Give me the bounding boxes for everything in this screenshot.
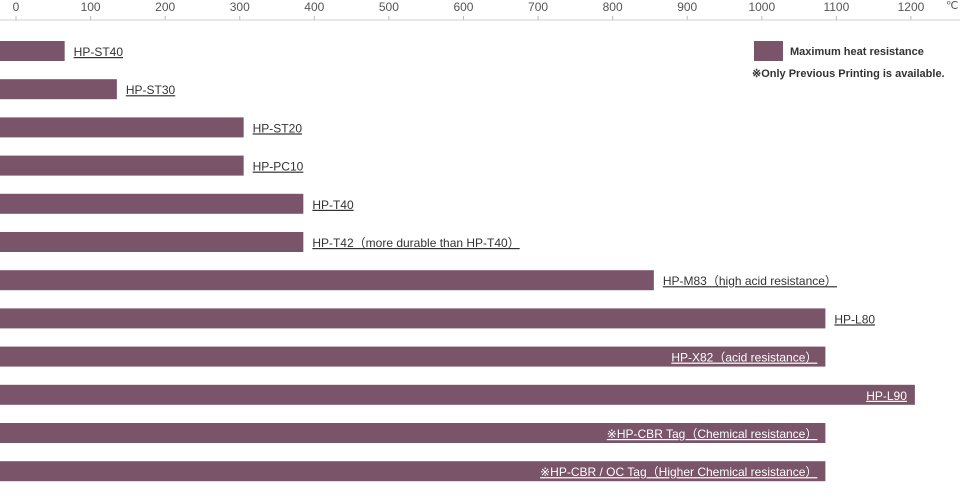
bar xyxy=(0,232,304,252)
x-tick-label: 500 xyxy=(379,0,399,14)
bar-label-link[interactable]: ※HP-CBR / OC Tag（Higher Chemical resista… xyxy=(540,465,817,479)
bar xyxy=(0,308,826,329)
bar xyxy=(0,346,826,367)
bar-label-link[interactable]: HP-T40 xyxy=(312,198,354,212)
x-tick-label: 0 xyxy=(13,0,20,14)
bar-label-link[interactable]: HP-ST30 xyxy=(126,83,176,97)
legend: Maximum heat resistance ※Only Previous P… xyxy=(752,41,945,80)
x-tick-label: 1200 xyxy=(898,0,925,14)
bar xyxy=(0,270,654,291)
x-tick-label: 200 xyxy=(155,0,175,14)
x-tick-label: 400 xyxy=(304,0,324,14)
x-axis-unit: ℃ xyxy=(946,0,958,12)
bar-label-link[interactable]: HP-T42（more durable than HP-T40） xyxy=(312,236,519,250)
bar-label-link[interactable]: HP-ST40 xyxy=(74,45,124,59)
bar-label-link[interactable]: HP-PC10 xyxy=(253,160,304,174)
legend-swatch xyxy=(754,41,783,61)
x-tick-label: 800 xyxy=(603,0,623,14)
bar xyxy=(0,79,117,100)
bar xyxy=(0,423,826,443)
x-tick-label: 600 xyxy=(453,0,473,14)
legend-note: ※Only Previous Printing is available. xyxy=(752,68,945,80)
bars: HP-ST40 HP-ST30 HP-ST20 HP-PC10 HP-T40 HP-T42… xyxy=(0,41,915,482)
bar-label-link[interactable]: HP-L90 xyxy=(866,389,907,403)
bar-label-link[interactable]: HP-X82（acid resistance） xyxy=(671,351,817,365)
bar-label-link[interactable]: ※HP-CBR Tag（Chemical resistance） xyxy=(607,427,818,441)
bar xyxy=(0,461,826,482)
x-tick-label: 1100 xyxy=(823,0,849,14)
bar xyxy=(0,384,915,405)
bar-label-link[interactable]: HP-M83（high acid resistance） xyxy=(663,274,837,288)
bar xyxy=(0,117,244,138)
bar-label-link[interactable]: HP-L80 xyxy=(834,312,875,326)
x-tick-label: 900 xyxy=(677,0,697,14)
x-tick-label: 700 xyxy=(528,0,548,14)
legend-label: Maximum heat resistance xyxy=(790,46,924,58)
x-axis: 0 100 200 300 400 500 600 700 800 900 1000 1100 1200… xyxy=(0,0,960,21)
bar xyxy=(0,193,304,214)
x-tick-label: 1000 xyxy=(748,0,775,14)
x-tick-label: 100 xyxy=(81,0,101,14)
bar xyxy=(0,155,244,176)
bar-label-link[interactable]: HP-ST20 xyxy=(253,121,303,135)
bar xyxy=(0,41,65,61)
x-tick-label: 300 xyxy=(230,0,250,14)
